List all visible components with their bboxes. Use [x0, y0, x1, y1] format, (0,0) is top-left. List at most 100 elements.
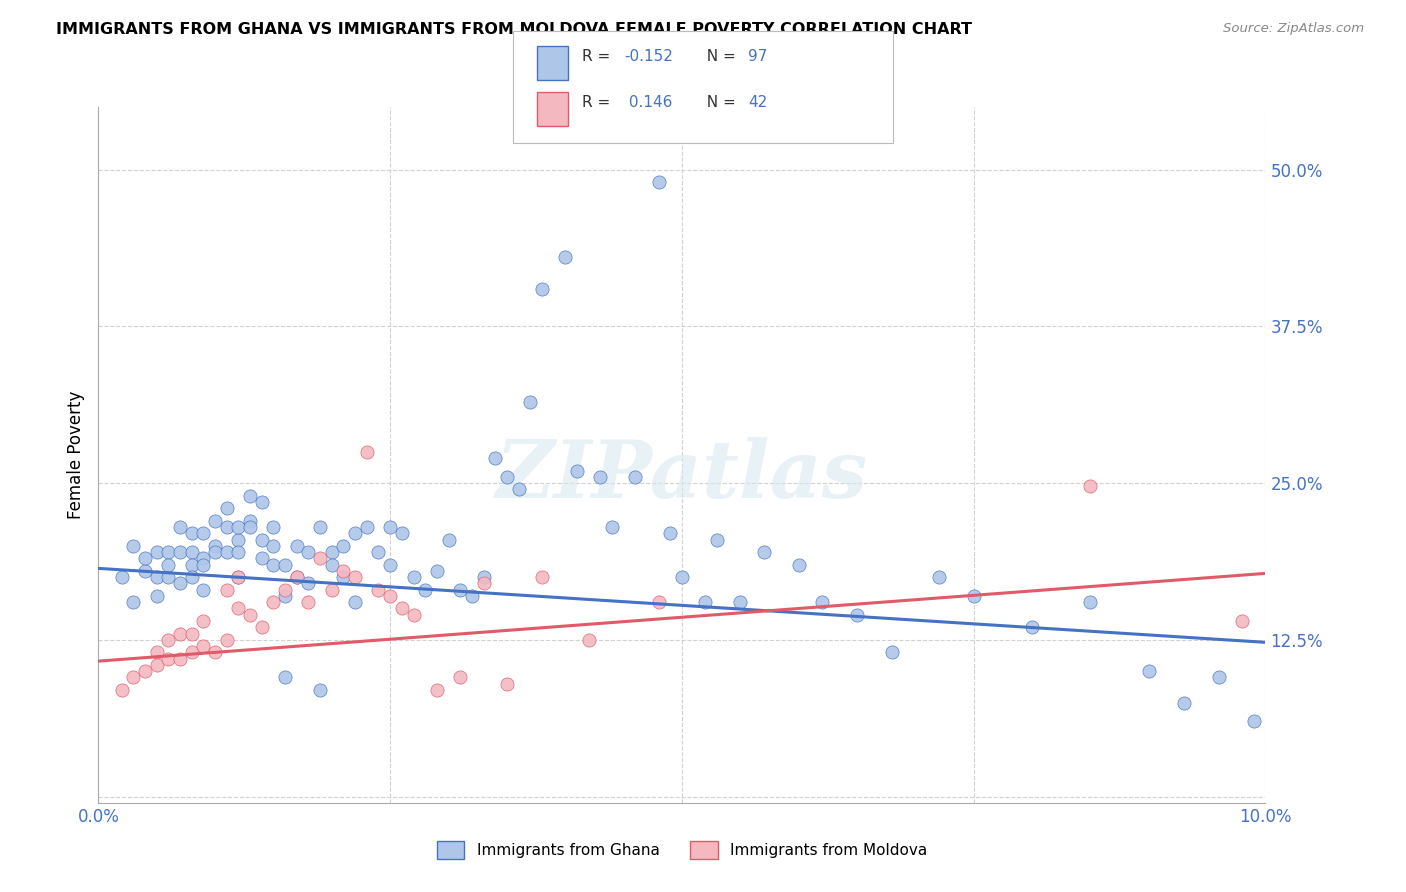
Point — [193, 526, 215, 541]
Point — [1243, 714, 1265, 729]
Point — [484, 451, 506, 466]
Text: N =: N = — [697, 49, 741, 64]
Point — [215, 520, 238, 534]
Point — [1080, 595, 1102, 609]
Point — [647, 175, 669, 189]
Point — [180, 570, 202, 584]
Point — [250, 533, 273, 547]
Point — [193, 639, 215, 653]
Point — [250, 551, 273, 566]
Point — [309, 551, 332, 566]
Point — [472, 576, 495, 591]
Point — [624, 470, 647, 484]
Point — [413, 582, 436, 597]
Point — [554, 251, 576, 265]
Point — [228, 533, 250, 547]
Point — [285, 539, 308, 553]
Point — [180, 558, 202, 572]
Point — [157, 570, 180, 584]
Point — [402, 570, 425, 584]
Text: 97: 97 — [748, 49, 768, 64]
Point — [274, 558, 297, 572]
Text: R =: R = — [582, 95, 620, 110]
Point — [508, 483, 530, 497]
Point — [880, 645, 903, 659]
Point — [647, 595, 669, 609]
Point — [239, 607, 262, 622]
Point — [344, 595, 367, 609]
Point — [321, 545, 343, 559]
Point — [228, 601, 250, 615]
Point — [530, 570, 553, 584]
Point — [1021, 620, 1043, 634]
Point — [122, 595, 145, 609]
Text: N =: N = — [697, 95, 741, 110]
Point — [193, 551, 215, 566]
Point — [402, 607, 425, 622]
Point — [1230, 614, 1253, 628]
Point — [332, 570, 354, 584]
Text: R =: R = — [582, 49, 616, 64]
Point — [1080, 478, 1102, 492]
Point — [671, 570, 693, 584]
Point — [169, 626, 191, 640]
Point — [204, 645, 226, 659]
Point — [169, 545, 191, 559]
Point — [380, 589, 402, 603]
Text: IMMIGRANTS FROM GHANA VS IMMIGRANTS FROM MOLDOVA FEMALE POVERTY CORRELATION CHAR: IMMIGRANTS FROM GHANA VS IMMIGRANTS FROM… — [56, 22, 972, 37]
Point — [215, 501, 238, 516]
Point — [274, 589, 297, 603]
Point — [659, 526, 682, 541]
Point — [180, 645, 202, 659]
Point — [449, 670, 471, 684]
Point — [695, 595, 717, 609]
Point — [262, 539, 284, 553]
Point — [391, 601, 413, 615]
Point — [215, 582, 238, 597]
Point — [496, 470, 519, 484]
Point — [239, 489, 262, 503]
Y-axis label: Female Poverty: Female Poverty — [66, 391, 84, 519]
Point — [297, 576, 319, 591]
Point — [589, 470, 612, 484]
Point — [321, 558, 343, 572]
Point — [1208, 670, 1230, 684]
Point — [204, 514, 226, 528]
Point — [461, 589, 484, 603]
Point — [367, 582, 389, 597]
Legend: Immigrants from Ghana, Immigrants from Moldova: Immigrants from Ghana, Immigrants from M… — [430, 835, 934, 864]
Point — [146, 645, 169, 659]
Point — [321, 582, 343, 597]
Point — [391, 526, 413, 541]
Point — [565, 464, 588, 478]
Point — [169, 651, 191, 665]
Point — [169, 576, 191, 591]
Point — [193, 582, 215, 597]
Point — [239, 520, 262, 534]
Point — [578, 632, 600, 647]
Point — [134, 664, 156, 678]
Point — [309, 683, 332, 698]
Point — [122, 670, 145, 684]
Point — [215, 632, 238, 647]
Point — [472, 570, 495, 584]
Point — [111, 683, 134, 698]
Point — [380, 520, 402, 534]
Point — [146, 589, 169, 603]
Point — [250, 620, 273, 634]
Point — [706, 533, 728, 547]
Point — [519, 394, 541, 409]
Point — [193, 558, 215, 572]
Point — [426, 683, 449, 698]
Point — [367, 545, 389, 559]
Point — [157, 651, 180, 665]
Point — [193, 614, 215, 628]
Point — [250, 495, 273, 509]
Point — [380, 558, 402, 572]
Point — [134, 564, 156, 578]
Point — [146, 570, 169, 584]
Point — [157, 545, 180, 559]
Point — [204, 545, 226, 559]
Point — [157, 558, 180, 572]
Point — [122, 539, 145, 553]
